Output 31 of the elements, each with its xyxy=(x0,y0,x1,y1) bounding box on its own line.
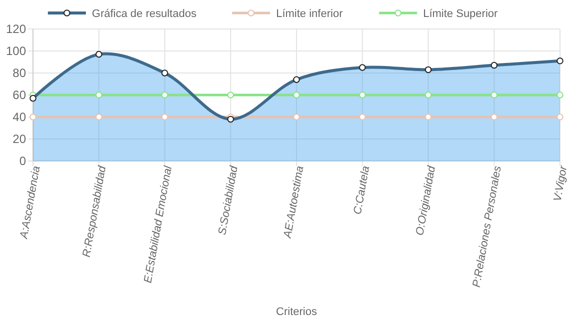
y-tick-label: 100 xyxy=(6,44,26,58)
point xyxy=(424,92,432,98)
x-tick-label: E:Estabilidad Emocional xyxy=(142,164,175,284)
point xyxy=(293,114,300,120)
point xyxy=(30,114,36,120)
y-tick-label: 80 xyxy=(12,66,26,80)
x-tick-label: V:Vigor xyxy=(552,164,570,202)
y-tick-label: 120 xyxy=(6,22,26,36)
legend-label: Límite Superior xyxy=(423,8,498,20)
point xyxy=(161,114,168,120)
y-tick-label: 0 xyxy=(19,154,26,168)
point xyxy=(424,114,432,120)
x-tick-label: P:Relaciones Personales xyxy=(470,164,504,288)
x-tick-label: C:Cautela xyxy=(352,165,372,216)
point xyxy=(359,92,366,98)
x-axis-title: Criterios xyxy=(276,306,318,318)
point xyxy=(556,114,564,120)
point xyxy=(359,114,366,120)
point xyxy=(96,92,102,98)
point xyxy=(490,114,498,120)
y-tick-label: 40 xyxy=(12,110,26,124)
legend-label: Gráfica de resultados xyxy=(92,8,197,20)
point xyxy=(293,92,300,98)
y-tick-label: 20 xyxy=(12,132,26,146)
point xyxy=(227,92,234,98)
y-tick-label: 60 xyxy=(12,88,26,102)
point xyxy=(556,92,564,98)
point xyxy=(490,92,498,98)
legend-label: Límite inferior xyxy=(276,8,344,20)
point xyxy=(96,114,102,120)
point xyxy=(161,92,168,98)
